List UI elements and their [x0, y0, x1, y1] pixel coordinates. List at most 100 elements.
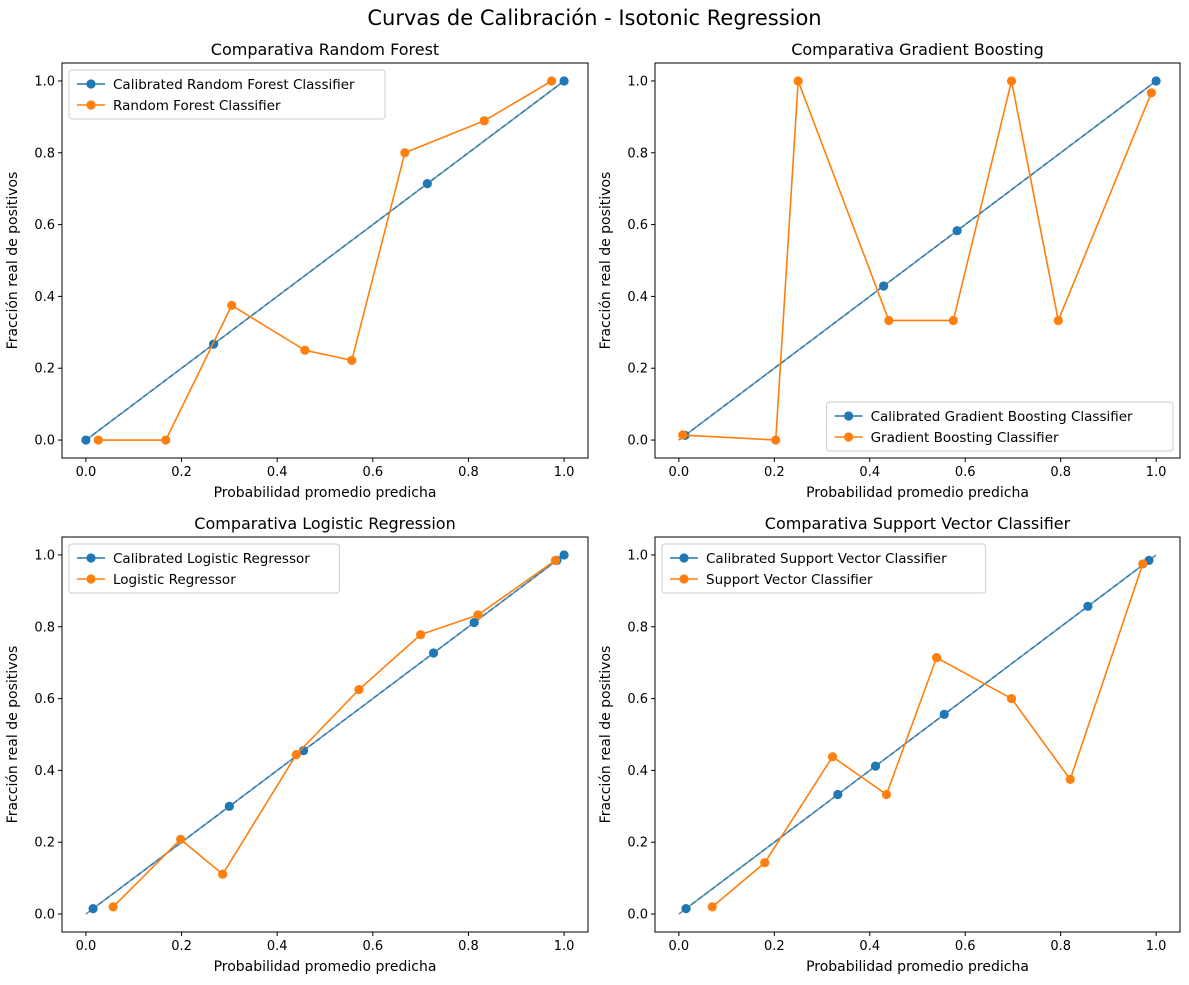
y-tick-label: 0.6: [627, 218, 648, 233]
data-point: [422, 179, 432, 189]
data-point: [81, 435, 91, 445]
data-point: [1146, 88, 1156, 98]
figure-title: Curvas de Calibración - Isotonic Regress…: [367, 6, 822, 30]
y-tick-label: 0.4: [34, 290, 55, 305]
subplot-title: Comparativa Support Vector Classifier: [765, 514, 1071, 533]
y-tick-label: 0.0: [627, 434, 648, 449]
legend-swatch-marker: [86, 574, 96, 584]
data-point: [771, 435, 781, 445]
data-point: [1083, 601, 1093, 611]
x-tick-label: 1.0: [554, 465, 575, 480]
y-axis-label: Fracción real de positivos: [598, 172, 614, 350]
data-point: [879, 281, 889, 291]
data-point: [884, 315, 894, 326]
y-tick-label: 0.6: [627, 692, 648, 707]
data-point: [224, 801, 234, 811]
x-tick-label: 0.0: [76, 465, 97, 480]
legend-box: [661, 543, 987, 594]
data-point: [678, 430, 688, 440]
data-point: [479, 116, 489, 126]
legend: Calibrated Support Vector Classifier Supp…: [661, 543, 987, 594]
x-tick-label: 0.0: [669, 465, 690, 480]
subplot-1: Comparativa Random Forest 0.0 0.2 0.4 0.6 0.8…: [5, 40, 589, 501]
legend-swatch-marker: [86, 79, 96, 89]
y-tick-label: 0.4: [627, 290, 648, 305]
axes-frame: [61, 536, 589, 933]
data-point: [681, 904, 691, 914]
legend-swatch-marker: [86, 553, 96, 563]
data-point: [833, 789, 843, 800]
data-point: [1006, 693, 1017, 704]
x-tick-label: 0.8: [458, 465, 479, 480]
x-tick-label: 0.8: [1050, 465, 1071, 480]
data-point: [161, 435, 171, 445]
legend-box: [68, 543, 340, 594]
y-tick-label: 0.6: [34, 692, 55, 707]
y-tick-label: 0.8: [34, 620, 55, 635]
x-axis-label: Probabilidad promedio predicha: [214, 485, 437, 501]
data-point: [469, 617, 479, 628]
subplot-3: Comparativa Logistic Regression 0.0 0.2 0.4…: [5, 514, 589, 975]
legend-entry: Calibrated Gradient Boosting Classifier: [871, 409, 1133, 425]
data-point: [547, 76, 557, 86]
data-point: [1151, 76, 1161, 86]
x-tick-label: 0.6: [362, 939, 383, 954]
data-point: [550, 555, 561, 565]
x-tick-label: 0.4: [267, 465, 288, 480]
data-point: [473, 610, 483, 620]
series-line-calibrated: [684, 80, 1157, 437]
legend-entry: Logistic Regressor: [113, 572, 236, 588]
data-point: [347, 355, 357, 365]
legend-entry: Calibrated Random Forest Classifier: [113, 77, 355, 93]
subplot-title: Comparativa Gradient Boosting: [791, 40, 1044, 59]
data-point: [559, 550, 569, 560]
data-point: [952, 226, 962, 236]
data-point: [827, 752, 838, 762]
y-tick-label: 1.0: [34, 548, 55, 563]
data-point: [218, 869, 228, 879]
subplot-2: Comparativa Gradient Boosting 0.0 0.2 0.4 0.…: [598, 40, 1181, 501]
x-tick-label: 0.4: [267, 939, 288, 954]
x-tick-label: 0.4: [859, 465, 880, 480]
legend-box: [68, 69, 386, 120]
data-point: [559, 76, 569, 86]
legend-entry: Random Forest Classifier: [113, 98, 281, 114]
x-tick-label: 0.6: [362, 465, 383, 480]
y-tick-label: 0.2: [627, 362, 648, 377]
legend-box: [826, 401, 1174, 452]
axes-frame: [61, 62, 589, 459]
data-point: [108, 902, 118, 912]
subplot-4: Comparativa Support Vector Classifier 0.0…: [598, 514, 1181, 975]
x-tick-label: 0.2: [171, 465, 192, 480]
data-point: [1138, 559, 1148, 569]
data-point: [175, 834, 186, 844]
data-point: [793, 76, 803, 86]
data-point: [428, 648, 439, 658]
legend-entry: Calibrated Support Vector Classifier: [706, 551, 947, 567]
x-tick-label: 0.2: [764, 465, 785, 480]
y-tick-label: 0.8: [34, 146, 55, 161]
data-point: [354, 685, 364, 695]
series-line-original: [711, 563, 1144, 908]
legend-swatch-marker: [86, 100, 96, 110]
y-axis-label: Fracción real de positivos: [598, 646, 614, 824]
data-point: [400, 148, 410, 158]
y-tick-label: 0.2: [34, 362, 55, 377]
x-tick-label: 1.0: [1146, 939, 1167, 954]
legend-swatch-marker: [679, 553, 689, 563]
y-tick-label: 1.0: [34, 74, 55, 89]
x-tick-label: 0.0: [669, 939, 690, 954]
y-tick-label: 0.6: [34, 218, 55, 233]
x-tick-label: 1.0: [554, 939, 575, 954]
y-tick-label: 0.2: [627, 836, 648, 851]
x-axis-label: Probabilidad promedio predicha: [214, 959, 437, 975]
legend: Calibrated Logistic Regressor Logistic Re…: [68, 543, 340, 594]
y-tick-label: 0.4: [627, 764, 648, 779]
data-point: [298, 746, 309, 756]
axes-frame: [654, 536, 1181, 933]
x-tick-label: 0.8: [1050, 939, 1071, 954]
data-point: [870, 761, 881, 771]
legend-swatch-marker: [679, 574, 689, 584]
x-tick-label: 0.2: [171, 939, 192, 954]
